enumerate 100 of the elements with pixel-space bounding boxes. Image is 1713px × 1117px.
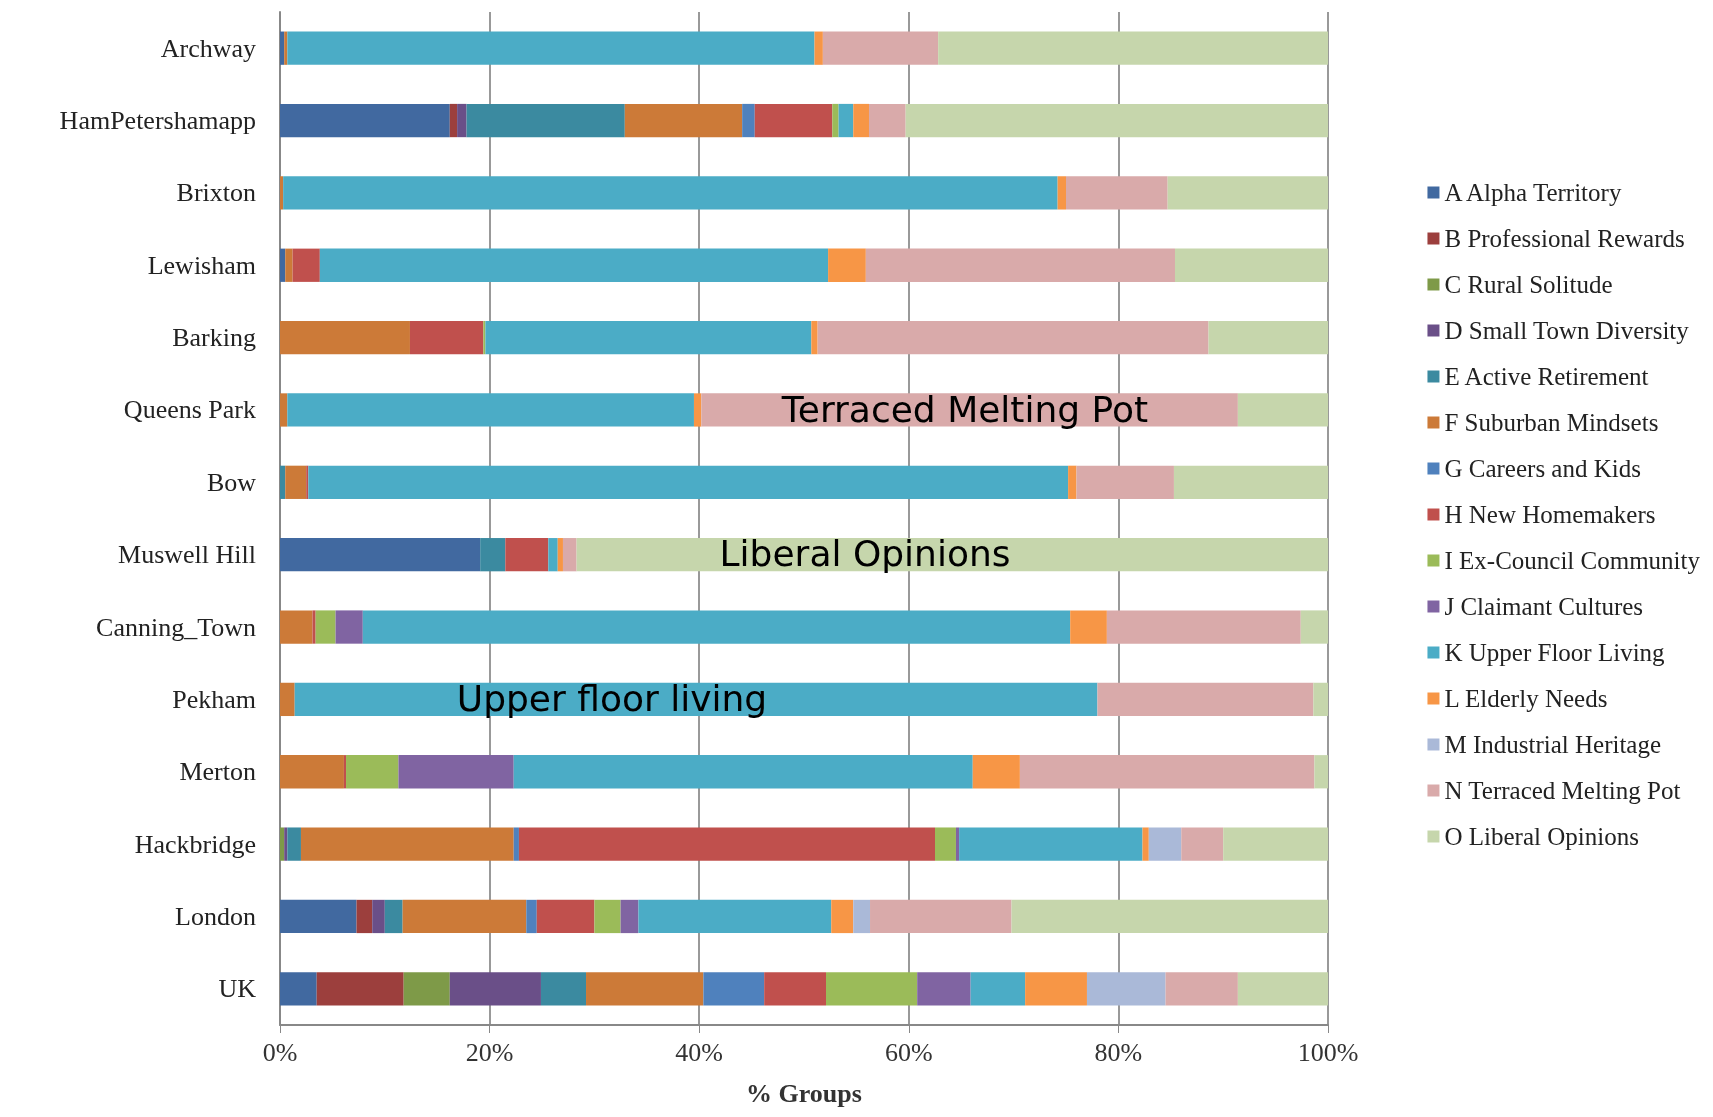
bar	[1011, 899, 1328, 934]
bar	[518, 827, 935, 861]
bar	[1237, 972, 1328, 1006]
bar	[1167, 176, 1328, 210]
bar	[398, 755, 514, 789]
bar	[742, 103, 755, 138]
bar	[280, 103, 450, 138]
x-tick-label: 20%	[465, 1037, 514, 1067]
bar	[300, 827, 514, 861]
bar	[1025, 972, 1087, 1006]
bar	[280, 320, 410, 355]
legend-label: I Ex-Council Community	[1444, 547, 1701, 574]
bar	[905, 103, 1328, 138]
x-tick-label: 60%	[884, 1037, 933, 1067]
bar	[1068, 465, 1077, 499]
bar	[457, 103, 467, 138]
bar	[822, 31, 939, 65]
legend-label: E Active Retirement	[1444, 363, 1649, 390]
x-tick-label: 80%	[1094, 1037, 1143, 1067]
y-tick-label: HamPetershamapp	[59, 106, 256, 136]
bar	[372, 899, 385, 934]
annotation: Upper floor living	[456, 677, 768, 719]
bar	[1181, 827, 1224, 861]
y-tick-label: Pekham	[172, 684, 256, 714]
bar	[513, 827, 519, 861]
bar	[536, 899, 595, 934]
annotation: Liberal Opinions	[719, 532, 1011, 574]
bar	[449, 103, 458, 138]
bar	[280, 248, 286, 282]
bar	[838, 103, 854, 138]
bar	[1314, 755, 1328, 789]
legend-label: G Careers and Kids	[1444, 455, 1641, 482]
bar	[754, 103, 833, 138]
bar	[1313, 682, 1328, 717]
bar	[280, 972, 317, 1006]
bar	[917, 972, 971, 1006]
y-tick-label: UK	[218, 974, 257, 1004]
legend-label: D Small Town Diversity	[1444, 317, 1690, 344]
bar	[557, 538, 563, 572]
y-tick-label: Queens Park	[123, 395, 256, 425]
legend-label: N Terraced Melting Pot	[1444, 777, 1681, 804]
bar	[1148, 827, 1182, 861]
y-tick-label: Canning_Town	[96, 612, 256, 642]
bar	[811, 320, 818, 355]
bar	[1076, 465, 1174, 499]
bar	[972, 755, 1020, 789]
bar	[280, 682, 295, 717]
bar	[814, 31, 823, 65]
bar	[1165, 972, 1238, 1006]
bar	[280, 755, 344, 789]
bar	[335, 610, 363, 644]
bar	[832, 103, 839, 138]
legend-label: F Suburban Mindsets	[1444, 409, 1659, 436]
bar	[308, 465, 1069, 499]
y-tick-label: Archway	[160, 33, 256, 63]
bar	[1019, 755, 1315, 789]
bar	[346, 755, 399, 789]
bar	[764, 972, 827, 1006]
bar	[312, 610, 316, 644]
bar	[1097, 682, 1314, 717]
bar	[402, 899, 527, 934]
bar	[638, 899, 832, 934]
bar	[935, 827, 956, 861]
bar	[356, 899, 373, 934]
bar	[1300, 610, 1328, 644]
y-tick-label: Lewisham	[147, 250, 256, 280]
bar	[1106, 610, 1301, 644]
bar	[526, 899, 537, 934]
bar	[343, 755, 347, 789]
legend-label: C Rural Solitude	[1444, 271, 1613, 298]
x-axis-title: % Groups	[746, 1078, 862, 1108]
bar	[562, 538, 577, 572]
bar	[280, 899, 357, 934]
bar	[870, 899, 1012, 934]
bar	[817, 320, 1209, 355]
bar	[505, 538, 549, 572]
y-tick-label: Barking	[172, 323, 256, 353]
bar	[306, 465, 309, 499]
bar	[1142, 827, 1149, 861]
bar	[285, 465, 307, 499]
bar	[624, 103, 743, 138]
bar	[403, 972, 450, 1006]
bar	[1208, 320, 1328, 355]
bar	[319, 248, 829, 282]
bar	[466, 103, 625, 138]
bar	[865, 248, 1175, 282]
legend-label: B Professional Rewards	[1444, 225, 1685, 252]
bar	[868, 103, 906, 138]
legend-label: L Elderly Needs	[1444, 685, 1608, 712]
bar	[1237, 393, 1328, 427]
bar	[1174, 248, 1328, 282]
y-tick-label: Muswell Hill	[118, 540, 256, 570]
bar	[513, 755, 973, 789]
annotation: Terraced Melting Pot	[780, 388, 1149, 430]
bar	[938, 31, 1328, 65]
bar	[826, 972, 918, 1006]
bar	[1173, 465, 1328, 499]
x-tick-label: 0%	[262, 1037, 298, 1067]
y-tick-label: Bow	[206, 467, 257, 497]
bar	[586, 972, 704, 1006]
